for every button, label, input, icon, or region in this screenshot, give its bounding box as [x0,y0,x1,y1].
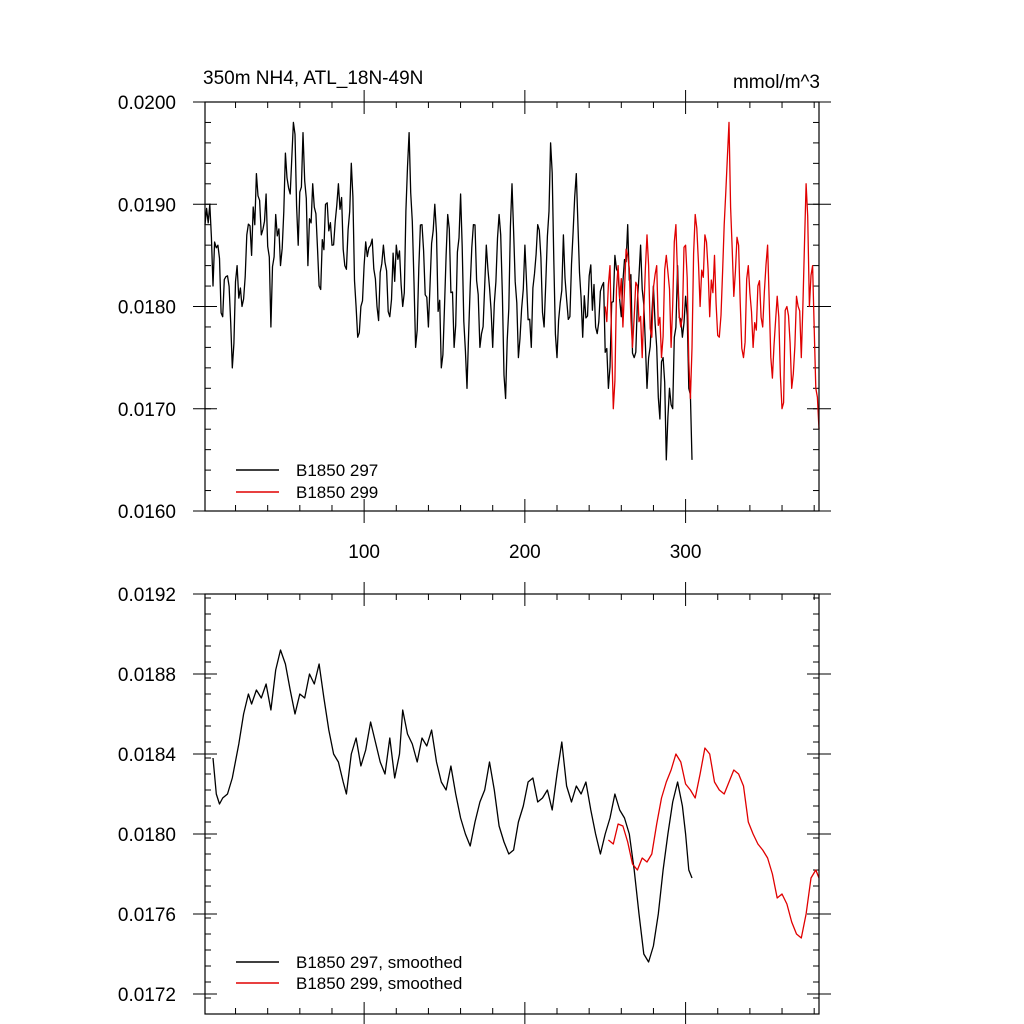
y-tick-label: 0.0188 [118,665,176,686]
x-tick-labels: 100 200 300 [348,542,701,563]
legend: B1850 297 B1850 299 [236,461,378,502]
chart-title: 350m NH4, ATL_18N-49N [203,68,423,89]
y-tick-label: 0.0172 [118,985,176,1006]
x-tick-label: 300 [670,542,702,563]
y-tick-label: 0.0170 [118,400,176,421]
y-tick-label: 0.0160 [118,502,176,523]
y-tick-label: 0.0200 [118,93,176,114]
y-tick-label: 0.0176 [118,905,176,926]
series-line [607,747,820,939]
x-tick-label: 200 [509,542,541,563]
legend-label: B1850 297 [296,461,378,480]
series-line [212,649,693,963]
axis-ticks [193,90,831,523]
units-label: mmol/m^3 [733,72,820,93]
y-tick-labels: 0.0192 0.0188 0.0184 0.0180 0.0176 0.017… [118,585,177,1006]
y-tick-label: 0.0192 [118,585,176,606]
panel-smoothed: 0.0192 0.0188 0.0184 0.0180 0.0176 0.017… [118,582,831,1024]
series-line [604,121,820,430]
plot-frame [204,593,820,1015]
plot-frame [204,101,820,512]
axis-ticks [193,582,831,1024]
x-tick-label: 100 [348,542,380,563]
legend-label: B1850 297, smoothed [296,953,462,972]
legend-label: B1850 299, smoothed [296,974,462,993]
series-group [204,121,820,461]
legend: B1850 297, smoothed B1850 299, smoothed [236,953,462,993]
y-tick-labels: 0.0200 0.0190 0.0180 0.0170 0.0160 [118,93,176,523]
series-group [212,649,820,963]
y-tick-label: 0.0184 [118,745,177,766]
y-tick-label: 0.0180 [118,825,176,846]
y-tick-label: 0.0180 [118,298,176,319]
y-tick-label: 0.0190 [118,195,176,216]
panel-raw: 350m NH4, ATL_18N-49N mmol/m^3 0.0200 0.… [118,68,831,563]
legend-label: B1850 299 [296,483,378,502]
